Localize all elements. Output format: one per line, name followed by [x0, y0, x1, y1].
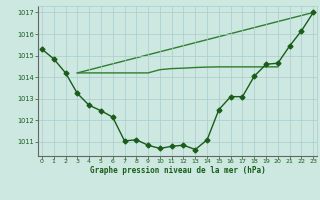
X-axis label: Graphe pression niveau de la mer (hPa): Graphe pression niveau de la mer (hPa) — [90, 166, 266, 175]
